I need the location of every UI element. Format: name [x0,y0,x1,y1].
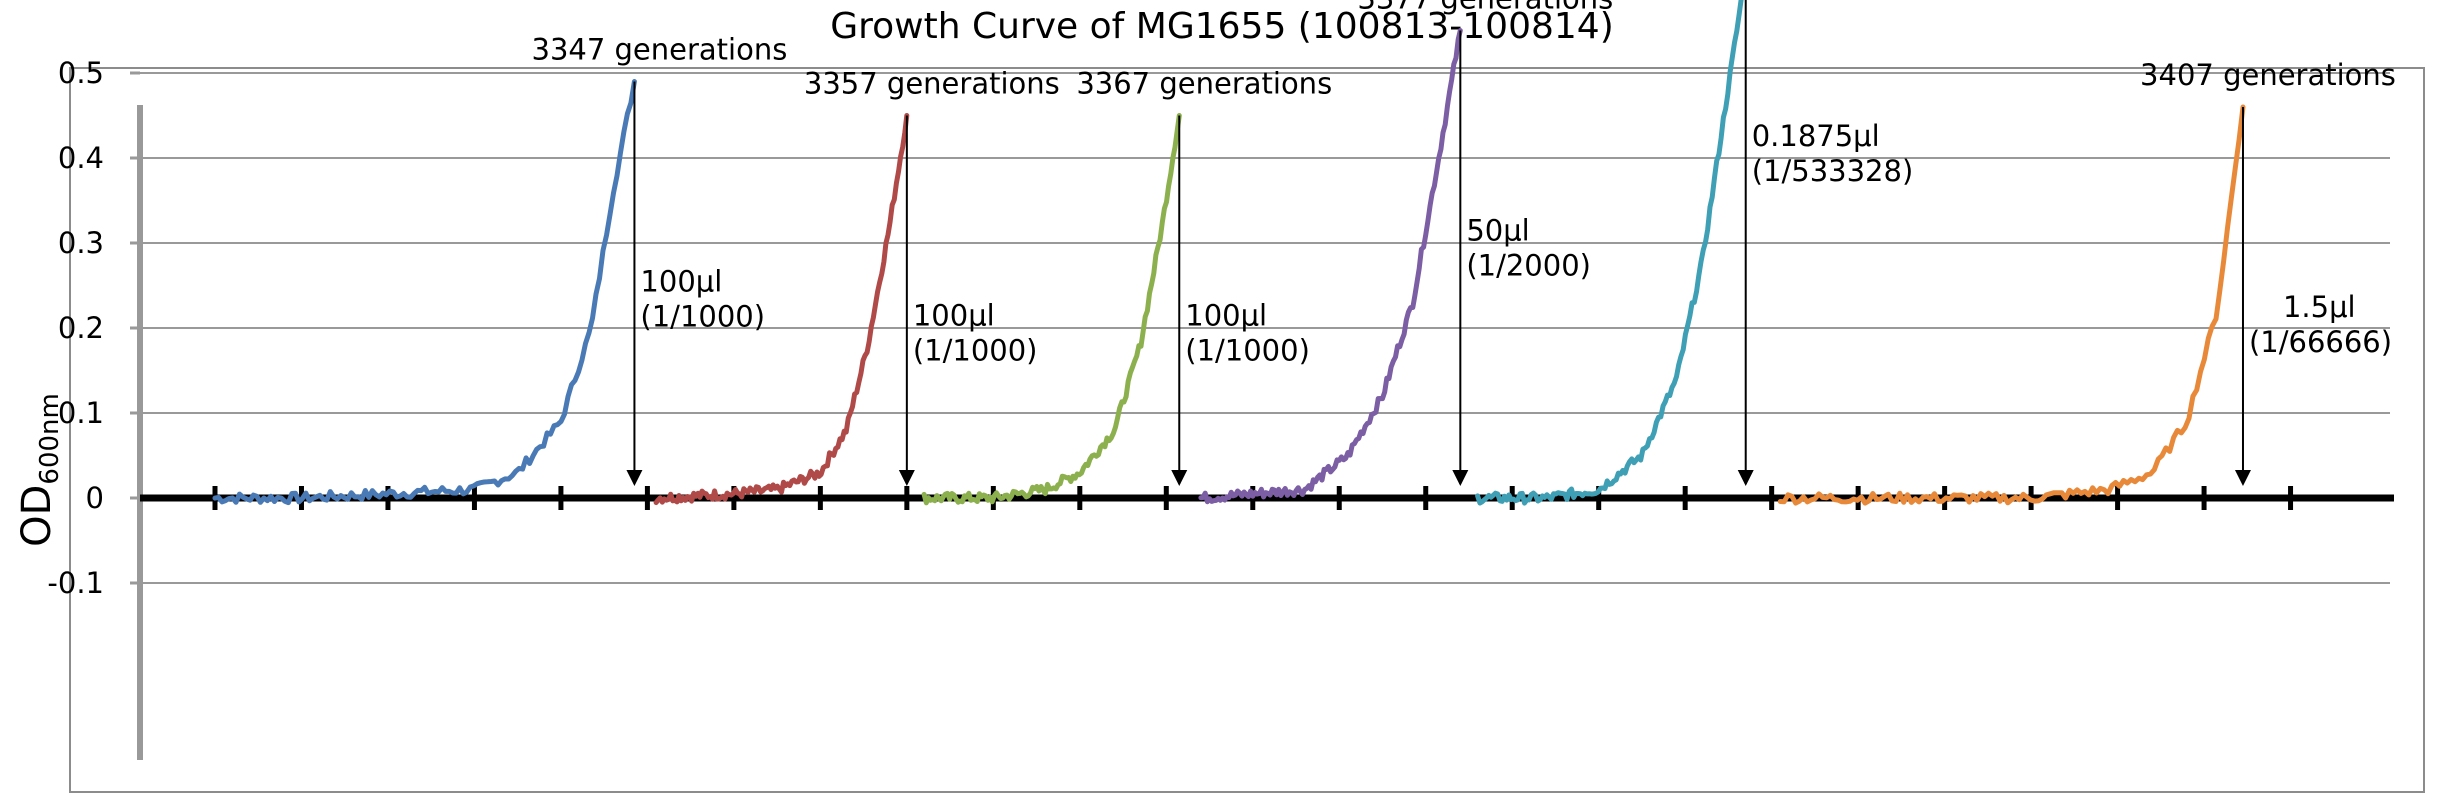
dilution-label: (1/1000) [913,334,1038,368]
y-tick-label: 0.6 [58,0,104,5]
dilution-label: (1/66666) [2249,325,2392,359]
series-line [212,79,637,506]
series-line [1198,28,1463,505]
y-tick-label: 0.3 [58,226,104,260]
generations-label: 3347 generations [532,33,788,67]
dilution-label: (1/1000) [640,300,765,334]
series-line [921,113,1182,506]
volume-label: 1.5μl [2283,290,2356,324]
arrow-head [626,470,643,486]
y-tick-label: -0.1 [47,566,104,600]
generations-label: 3407 generations [2140,58,2396,92]
volume-label: 100μl [1185,299,1267,333]
arrow-head [898,470,915,486]
y-tick-label: 0.1 [58,396,104,430]
volume-label: 100μl [640,265,722,299]
dilution-label: (1/2000) [1466,249,1591,283]
chart-title: Growth Curve of MG1655 (100813-100814) [830,6,1614,47]
chart-border [69,67,2425,793]
generations-label: 3377 generations [1357,0,1613,16]
volume-label: 50μl [1466,214,1529,248]
series-line [1475,0,1744,506]
y-tick-label: 0.5 [58,56,104,90]
y-axis-label-subscript: 600nm [35,393,65,484]
series-line [653,113,910,506]
axes [130,71,2394,760]
dilution-label: (1/1000) [1185,334,1310,368]
volume-label: 100μl [913,299,995,333]
arrow-head [1171,470,1188,486]
generations-label: 3367 generations [1076,67,1332,101]
volume-label: 0.1875μl [1752,119,1880,153]
series-line [1777,104,2246,506]
y-tick-label: 0.2 [58,311,104,345]
y-tick-label: 0 [86,481,104,515]
y-axis-label: OD600nm [14,393,65,547]
arrow-head [1452,470,1469,486]
gridlines [140,72,2390,584]
dilution-label: (1/533328) [1752,154,1914,188]
generations-label: 3357 generations [804,67,1060,101]
y-tick-label: 0.4 [58,141,104,175]
arrow-head [2234,470,2251,486]
arrow-head [1737,470,1754,486]
y-axis-label-main: OD [14,485,60,547]
y-tick-labels: -0.1 0 0.1 0.2 0.3 0.4 0.5 0.6 [47,0,104,600]
data-series [212,0,2246,506]
